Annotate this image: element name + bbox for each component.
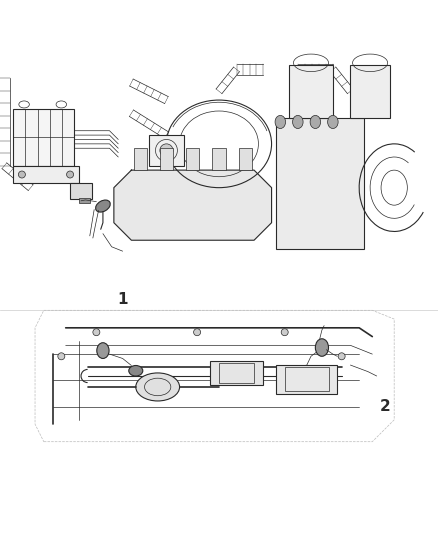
Ellipse shape <box>315 339 328 356</box>
Bar <box>160 148 173 170</box>
Bar <box>13 109 74 166</box>
Text: 2: 2 <box>380 399 391 414</box>
Bar <box>79 198 90 203</box>
Bar <box>210 361 263 385</box>
Ellipse shape <box>160 144 173 157</box>
Ellipse shape <box>93 329 100 336</box>
Bar <box>350 65 390 118</box>
Ellipse shape <box>95 200 110 212</box>
Bar <box>219 363 254 383</box>
Bar <box>212 148 226 170</box>
Ellipse shape <box>281 329 288 336</box>
Bar <box>285 367 328 391</box>
Bar <box>276 118 364 249</box>
Ellipse shape <box>310 115 321 128</box>
Bar <box>276 365 337 393</box>
Ellipse shape <box>299 366 314 376</box>
Polygon shape <box>114 170 272 240</box>
Ellipse shape <box>293 115 303 128</box>
Ellipse shape <box>328 115 338 128</box>
Ellipse shape <box>67 171 74 178</box>
Ellipse shape <box>194 329 201 336</box>
Text: 1: 1 <box>117 292 128 307</box>
Ellipse shape <box>136 373 180 401</box>
Ellipse shape <box>18 171 25 178</box>
Bar <box>149 135 184 166</box>
Bar <box>13 166 79 183</box>
Ellipse shape <box>275 115 286 128</box>
Bar <box>186 148 199 170</box>
Ellipse shape <box>129 366 143 376</box>
Bar <box>239 148 252 170</box>
Bar <box>134 148 147 170</box>
Bar <box>289 65 333 118</box>
Ellipse shape <box>97 343 109 359</box>
Bar <box>70 183 92 199</box>
Ellipse shape <box>338 353 345 360</box>
Ellipse shape <box>58 353 65 360</box>
